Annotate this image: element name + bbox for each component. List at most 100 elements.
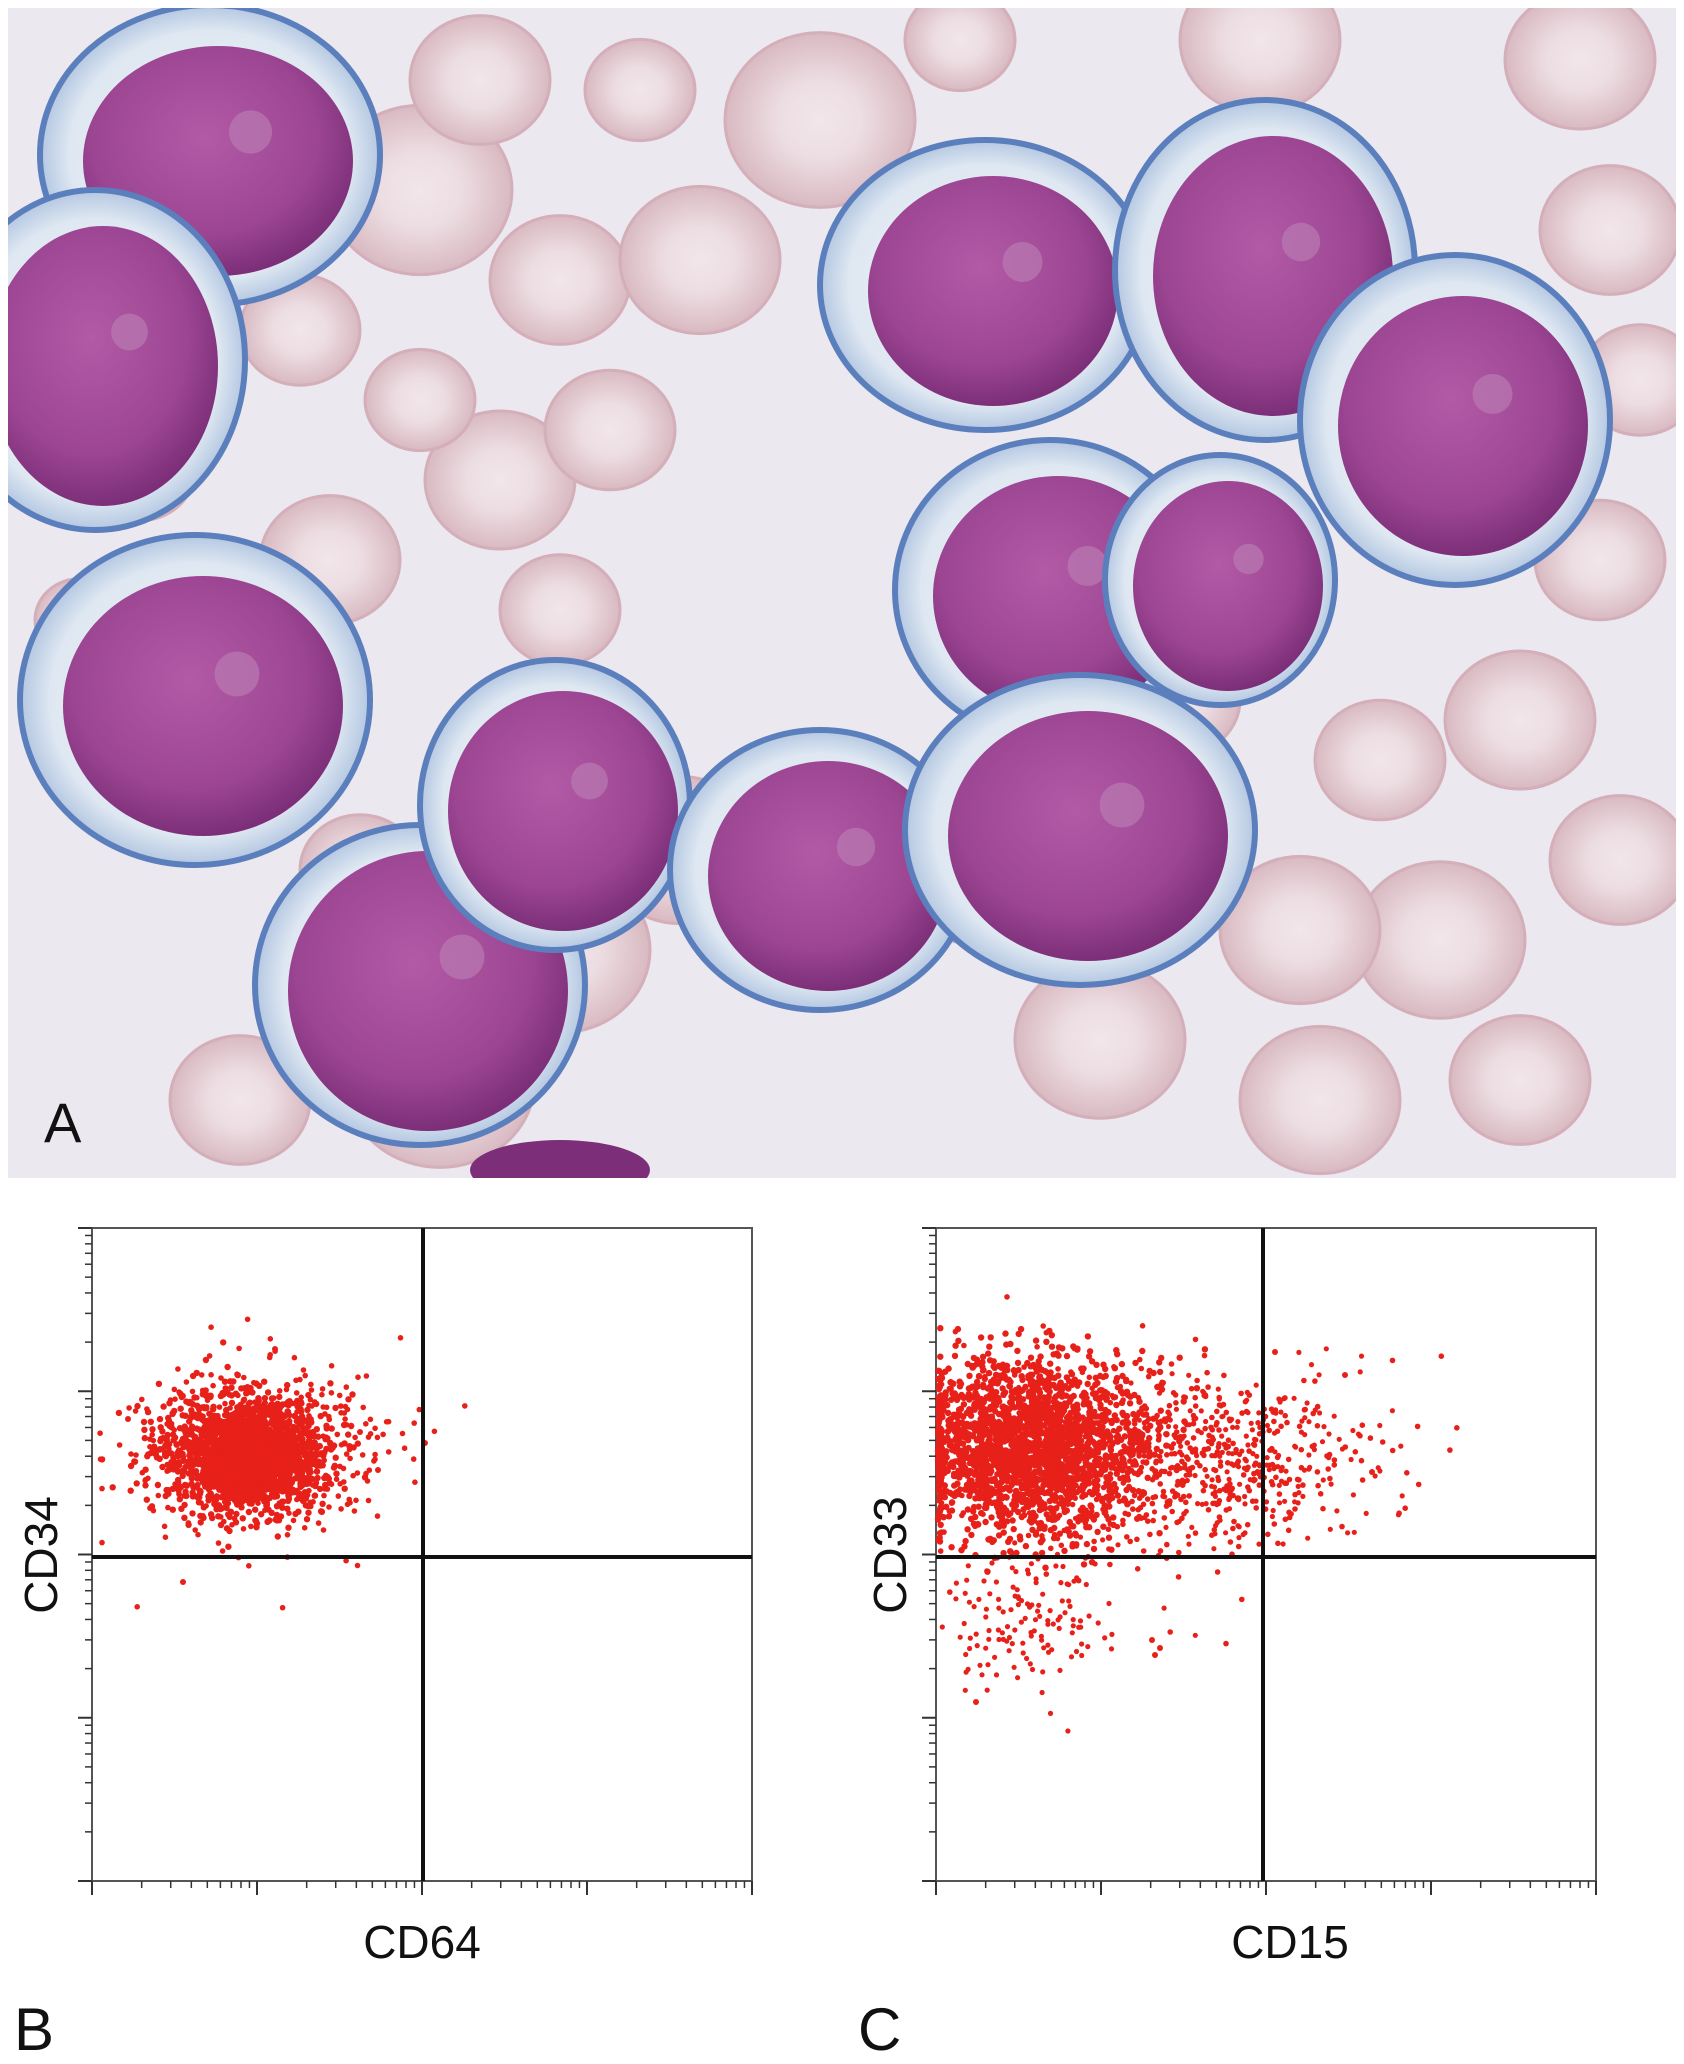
event-dot (1051, 1404, 1057, 1411)
event-dot (1032, 1337, 1040, 1344)
event-dot (1266, 1427, 1272, 1434)
event-dot (1124, 1534, 1130, 1540)
event-dot (979, 1466, 986, 1473)
event-dot (947, 1589, 953, 1595)
event-dot (200, 1460, 207, 1467)
event-dot (997, 1427, 1004, 1435)
event-dot (202, 1405, 208, 1412)
event-dot (1223, 1640, 1229, 1647)
event-dot (1188, 1385, 1195, 1392)
event-dot (1084, 1395, 1090, 1401)
event-dot (1094, 1379, 1101, 1387)
event-dot (365, 1434, 372, 1440)
event-dot (1007, 1340, 1014, 1348)
event-dot (319, 1391, 325, 1398)
red-blood-cell (583, 37, 697, 143)
event-dot (1106, 1477, 1112, 1484)
event-dot (227, 1405, 233, 1411)
event-dot (1121, 1443, 1127, 1449)
event-dot (1238, 1390, 1244, 1397)
event-dot (1045, 1478, 1052, 1485)
event-dot (944, 1401, 951, 1409)
event-dot (176, 1496, 183, 1503)
event-dot (315, 1461, 322, 1467)
event-dot (942, 1435, 950, 1443)
event-dot (194, 1394, 200, 1401)
event-dot (234, 1473, 241, 1481)
event-dot (996, 1494, 1002, 1501)
event-dot (1352, 1449, 1359, 1455)
event-dot (285, 1483, 292, 1489)
event-dot (236, 1406, 244, 1413)
event-dot (1454, 1425, 1460, 1431)
event-dot (343, 1422, 350, 1428)
event-dot (319, 1386, 326, 1392)
event-dot (935, 1468, 942, 1476)
event-dot (1029, 1501, 1036, 1508)
event-dot (269, 1481, 275, 1487)
event-dot (133, 1452, 139, 1458)
event-dot (374, 1513, 381, 1519)
event-dot (221, 1418, 228, 1425)
event-dot (241, 1374, 247, 1381)
event-dot (1086, 1348, 1094, 1355)
event-dot (1060, 1500, 1067, 1507)
event-dot (1027, 1472, 1033, 1478)
event-dot (1015, 1330, 1022, 1338)
red-blood-cell (1218, 854, 1382, 1006)
event-dot (948, 1500, 955, 1506)
event-dot (298, 1399, 305, 1405)
event-dot (1168, 1361, 1175, 1367)
event-dot (1015, 1366, 1022, 1374)
event-dot (309, 1403, 315, 1409)
event-dot (357, 1429, 363, 1435)
event-dot (195, 1474, 201, 1480)
event-dot (1093, 1496, 1100, 1503)
event-dot (1268, 1479, 1275, 1485)
event-dot (274, 1518, 280, 1524)
event-dot (986, 1357, 994, 1364)
event-dot (951, 1352, 959, 1360)
event-dot (301, 1492, 308, 1499)
event-dot (961, 1342, 967, 1349)
event-dot (1144, 1496, 1151, 1502)
event-dot (1136, 1495, 1143, 1501)
event-dot (1100, 1374, 1107, 1381)
event-dot (1035, 1394, 1043, 1402)
event-dot (1054, 1477, 1060, 1483)
nucleolus (571, 762, 608, 800)
event-dot (253, 1406, 260, 1413)
nucleolus (836, 827, 876, 867)
event-dot (308, 1503, 314, 1510)
event-dot (1113, 1416, 1120, 1424)
event-dot (1225, 1437, 1232, 1443)
event-dot (1034, 1344, 1040, 1350)
event-dot (251, 1379, 257, 1386)
event-dot (1047, 1422, 1054, 1428)
event-dot (1051, 1374, 1058, 1382)
event-dot (969, 1425, 976, 1431)
event-dot (1121, 1495, 1128, 1501)
event-dot (958, 1462, 966, 1469)
red-blood-cell (1313, 698, 1447, 822)
event-dot (1135, 1506, 1141, 1513)
event-dot (1175, 1574, 1182, 1580)
event-dot (191, 1414, 198, 1420)
event-dot (262, 1458, 268, 1464)
event-dot (1137, 1356, 1143, 1363)
event-dot (962, 1537, 969, 1545)
event-dot (132, 1408, 139, 1414)
blast-nucleus (470, 1140, 650, 1178)
event-dot (302, 1372, 309, 1379)
event-dot (1040, 1422, 1048, 1429)
event-dot (308, 1387, 315, 1393)
event-dot (1051, 1497, 1059, 1504)
event-dot (1063, 1352, 1071, 1360)
event-dot (987, 1490, 994, 1496)
event-dot (956, 1383, 964, 1390)
event-dot (975, 1372, 983, 1380)
event-dot (171, 1386, 178, 1393)
event-dot (1139, 1347, 1146, 1355)
event-dot (1008, 1388, 1016, 1395)
event-dot (1005, 1538, 1012, 1546)
